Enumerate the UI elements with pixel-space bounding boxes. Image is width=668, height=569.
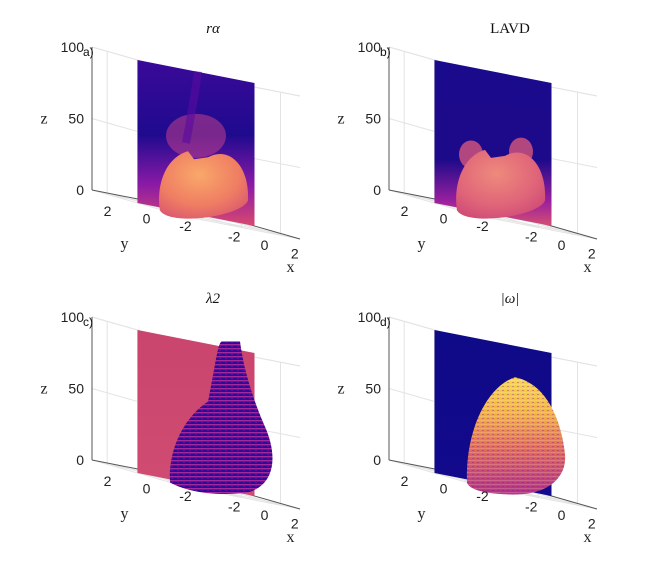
panel-label: d) (380, 315, 391, 329)
z-tick-label: 100 (358, 39, 382, 55)
y-tick-label: 2 (401, 473, 409, 489)
x-tick-label: -2 (525, 228, 538, 244)
x-tick-label: 2 (291, 516, 299, 532)
x-axis-label: x (287, 259, 295, 276)
y-tick-label: 0 (440, 481, 448, 497)
panel-title: rα (206, 21, 221, 37)
x-tick-label: 0 (558, 237, 566, 253)
z-axis-label: z (337, 111, 344, 128)
isosurface (159, 151, 249, 219)
z-tick-label: 0 (76, 182, 84, 198)
z-tick-label: 50 (365, 381, 381, 397)
y-tick-label: 0 (143, 481, 151, 497)
z-tick-label: 50 (365, 111, 381, 127)
y-tick-label: 2 (104, 203, 112, 219)
y-tick-label: -2 (179, 488, 192, 504)
z-tick-label: 0 (76, 452, 84, 468)
tick-labels: 0 50 100 2 0 -2 -2 0 2 (61, 309, 299, 532)
panel-label: b) (380, 45, 391, 59)
x-tick-label: 2 (588, 516, 596, 532)
x-axis-label: x (287, 529, 295, 546)
y-axis-label: y (121, 506, 129, 523)
plane-wake (182, 70, 202, 144)
z-tick-label: 100 (61, 309, 85, 325)
z-axis-label: z (40, 111, 47, 128)
z-tick-label: 100 (61, 39, 85, 55)
z-tick-label: 50 (68, 111, 84, 127)
y-tick-label: 0 (440, 211, 448, 227)
y-tick-label: 2 (401, 203, 409, 219)
panel-c: 0 50 100 2 0 -2 -2 0 2 z y x λ2 c) (40, 291, 301, 546)
tick-labels: 0 50 100 2 0 -2 -2 0 2 (358, 309, 596, 532)
x-tick-label: 0 (261, 507, 269, 523)
isosurface (456, 149, 546, 219)
y-tick-label: -2 (476, 488, 489, 504)
y-tick-label: 0 (143, 211, 151, 227)
panel-label: c) (83, 315, 93, 329)
x-axis-label: x (584, 529, 592, 546)
isosurface-texture (466, 377, 566, 495)
panel-label: a) (83, 45, 94, 59)
panel-a: 0 50 100 2 0 -2 -2 0 2 z y x rα a) (40, 21, 301, 276)
y-tick-label: -2 (179, 218, 192, 234)
z-tick-label: 0 (373, 452, 381, 468)
y-tick-label: -2 (476, 218, 489, 234)
panel-title: λ2 (205, 291, 220, 307)
panel-title: LAVD (490, 21, 530, 37)
x-axis-label: x (584, 259, 592, 276)
tick-labels: 0 50 100 2 0 -2 -2 0 2 (358, 39, 596, 262)
z-tick-label: 100 (358, 309, 382, 325)
y-axis-label: y (121, 236, 129, 253)
panel-d: 0 50 100 2 0 -2 -2 0 2 z y x |ω| d) (337, 291, 598, 546)
plane-glow (166, 113, 226, 158)
z-axis-label: z (337, 381, 344, 398)
y-tick-label: 2 (104, 473, 112, 489)
x-tick-label: -2 (228, 228, 241, 244)
y-axis-label: y (418, 506, 426, 523)
x-tick-label: 0 (558, 507, 566, 523)
tick-labels: 0 50 100 2 0 -2 -2 0 2 (61, 39, 299, 262)
x-tick-label: -2 (525, 498, 538, 514)
isosurface (169, 341, 273, 495)
z-axis-label: z (40, 381, 47, 398)
x-tick-label: 0 (261, 237, 269, 253)
z-tick-label: 50 (68, 381, 84, 397)
panel-title: |ω| (501, 291, 520, 307)
y-axis-label: y (418, 236, 426, 253)
x-tick-label: -2 (228, 498, 241, 514)
panel-b: 0 50 100 2 0 -2 -2 0 2 z y x LAVD b) (337, 21, 598, 276)
x-tick-label: 2 (291, 246, 299, 262)
x-tick-label: 2 (588, 246, 596, 262)
z-tick-label: 0 (373, 182, 381, 198)
